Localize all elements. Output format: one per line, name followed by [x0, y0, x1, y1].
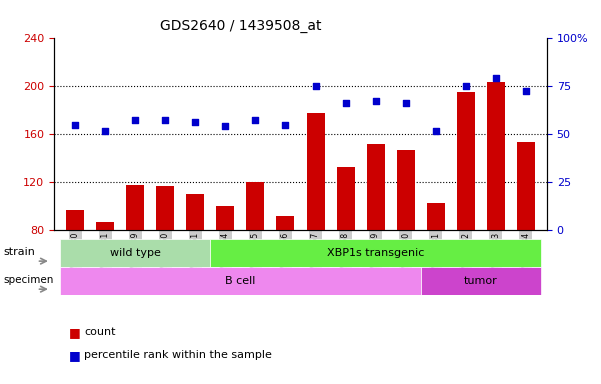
- Bar: [427, 203, 445, 230]
- Bar: [126, 185, 144, 230]
- Point: [130, 117, 140, 123]
- Point: [281, 122, 290, 128]
- Bar: [96, 222, 114, 230]
- Bar: [367, 144, 385, 230]
- Point: [221, 123, 230, 129]
- Point: [371, 98, 380, 104]
- Bar: [307, 113, 325, 230]
- Point: [160, 117, 170, 123]
- Bar: [210, 239, 541, 267]
- Bar: [421, 267, 541, 295]
- Point: [191, 119, 200, 126]
- Point: [70, 122, 80, 128]
- Point: [100, 128, 110, 134]
- Bar: [156, 186, 174, 230]
- Bar: [216, 207, 234, 230]
- Bar: [60, 239, 210, 267]
- Bar: [276, 216, 294, 230]
- Text: wild type: wild type: [110, 248, 160, 258]
- Text: tumor: tumor: [464, 276, 498, 286]
- Bar: [186, 194, 204, 230]
- Point: [341, 100, 350, 106]
- Bar: [517, 142, 535, 230]
- Text: ■: ■: [69, 326, 81, 339]
- Text: strain: strain: [3, 247, 35, 257]
- Bar: [397, 150, 415, 230]
- Bar: [66, 210, 84, 230]
- Text: count: count: [84, 327, 115, 337]
- Bar: [246, 182, 264, 230]
- Text: percentile rank within the sample: percentile rank within the sample: [84, 350, 272, 360]
- Point: [251, 117, 260, 123]
- Point: [311, 83, 320, 89]
- Bar: [487, 81, 505, 230]
- Point: [461, 83, 471, 89]
- Text: XBP1s transgenic: XBP1s transgenic: [327, 248, 424, 258]
- Text: ■: ■: [69, 349, 81, 362]
- Bar: [457, 93, 475, 230]
- Bar: [60, 267, 421, 295]
- Point: [431, 128, 441, 134]
- Text: B cell: B cell: [225, 276, 255, 286]
- Text: specimen: specimen: [3, 275, 53, 285]
- Point: [521, 88, 531, 94]
- Point: [401, 100, 410, 106]
- Point: [491, 75, 501, 81]
- Text: GDS2640 / 1439508_at: GDS2640 / 1439508_at: [160, 19, 321, 33]
- Bar: [337, 167, 355, 230]
